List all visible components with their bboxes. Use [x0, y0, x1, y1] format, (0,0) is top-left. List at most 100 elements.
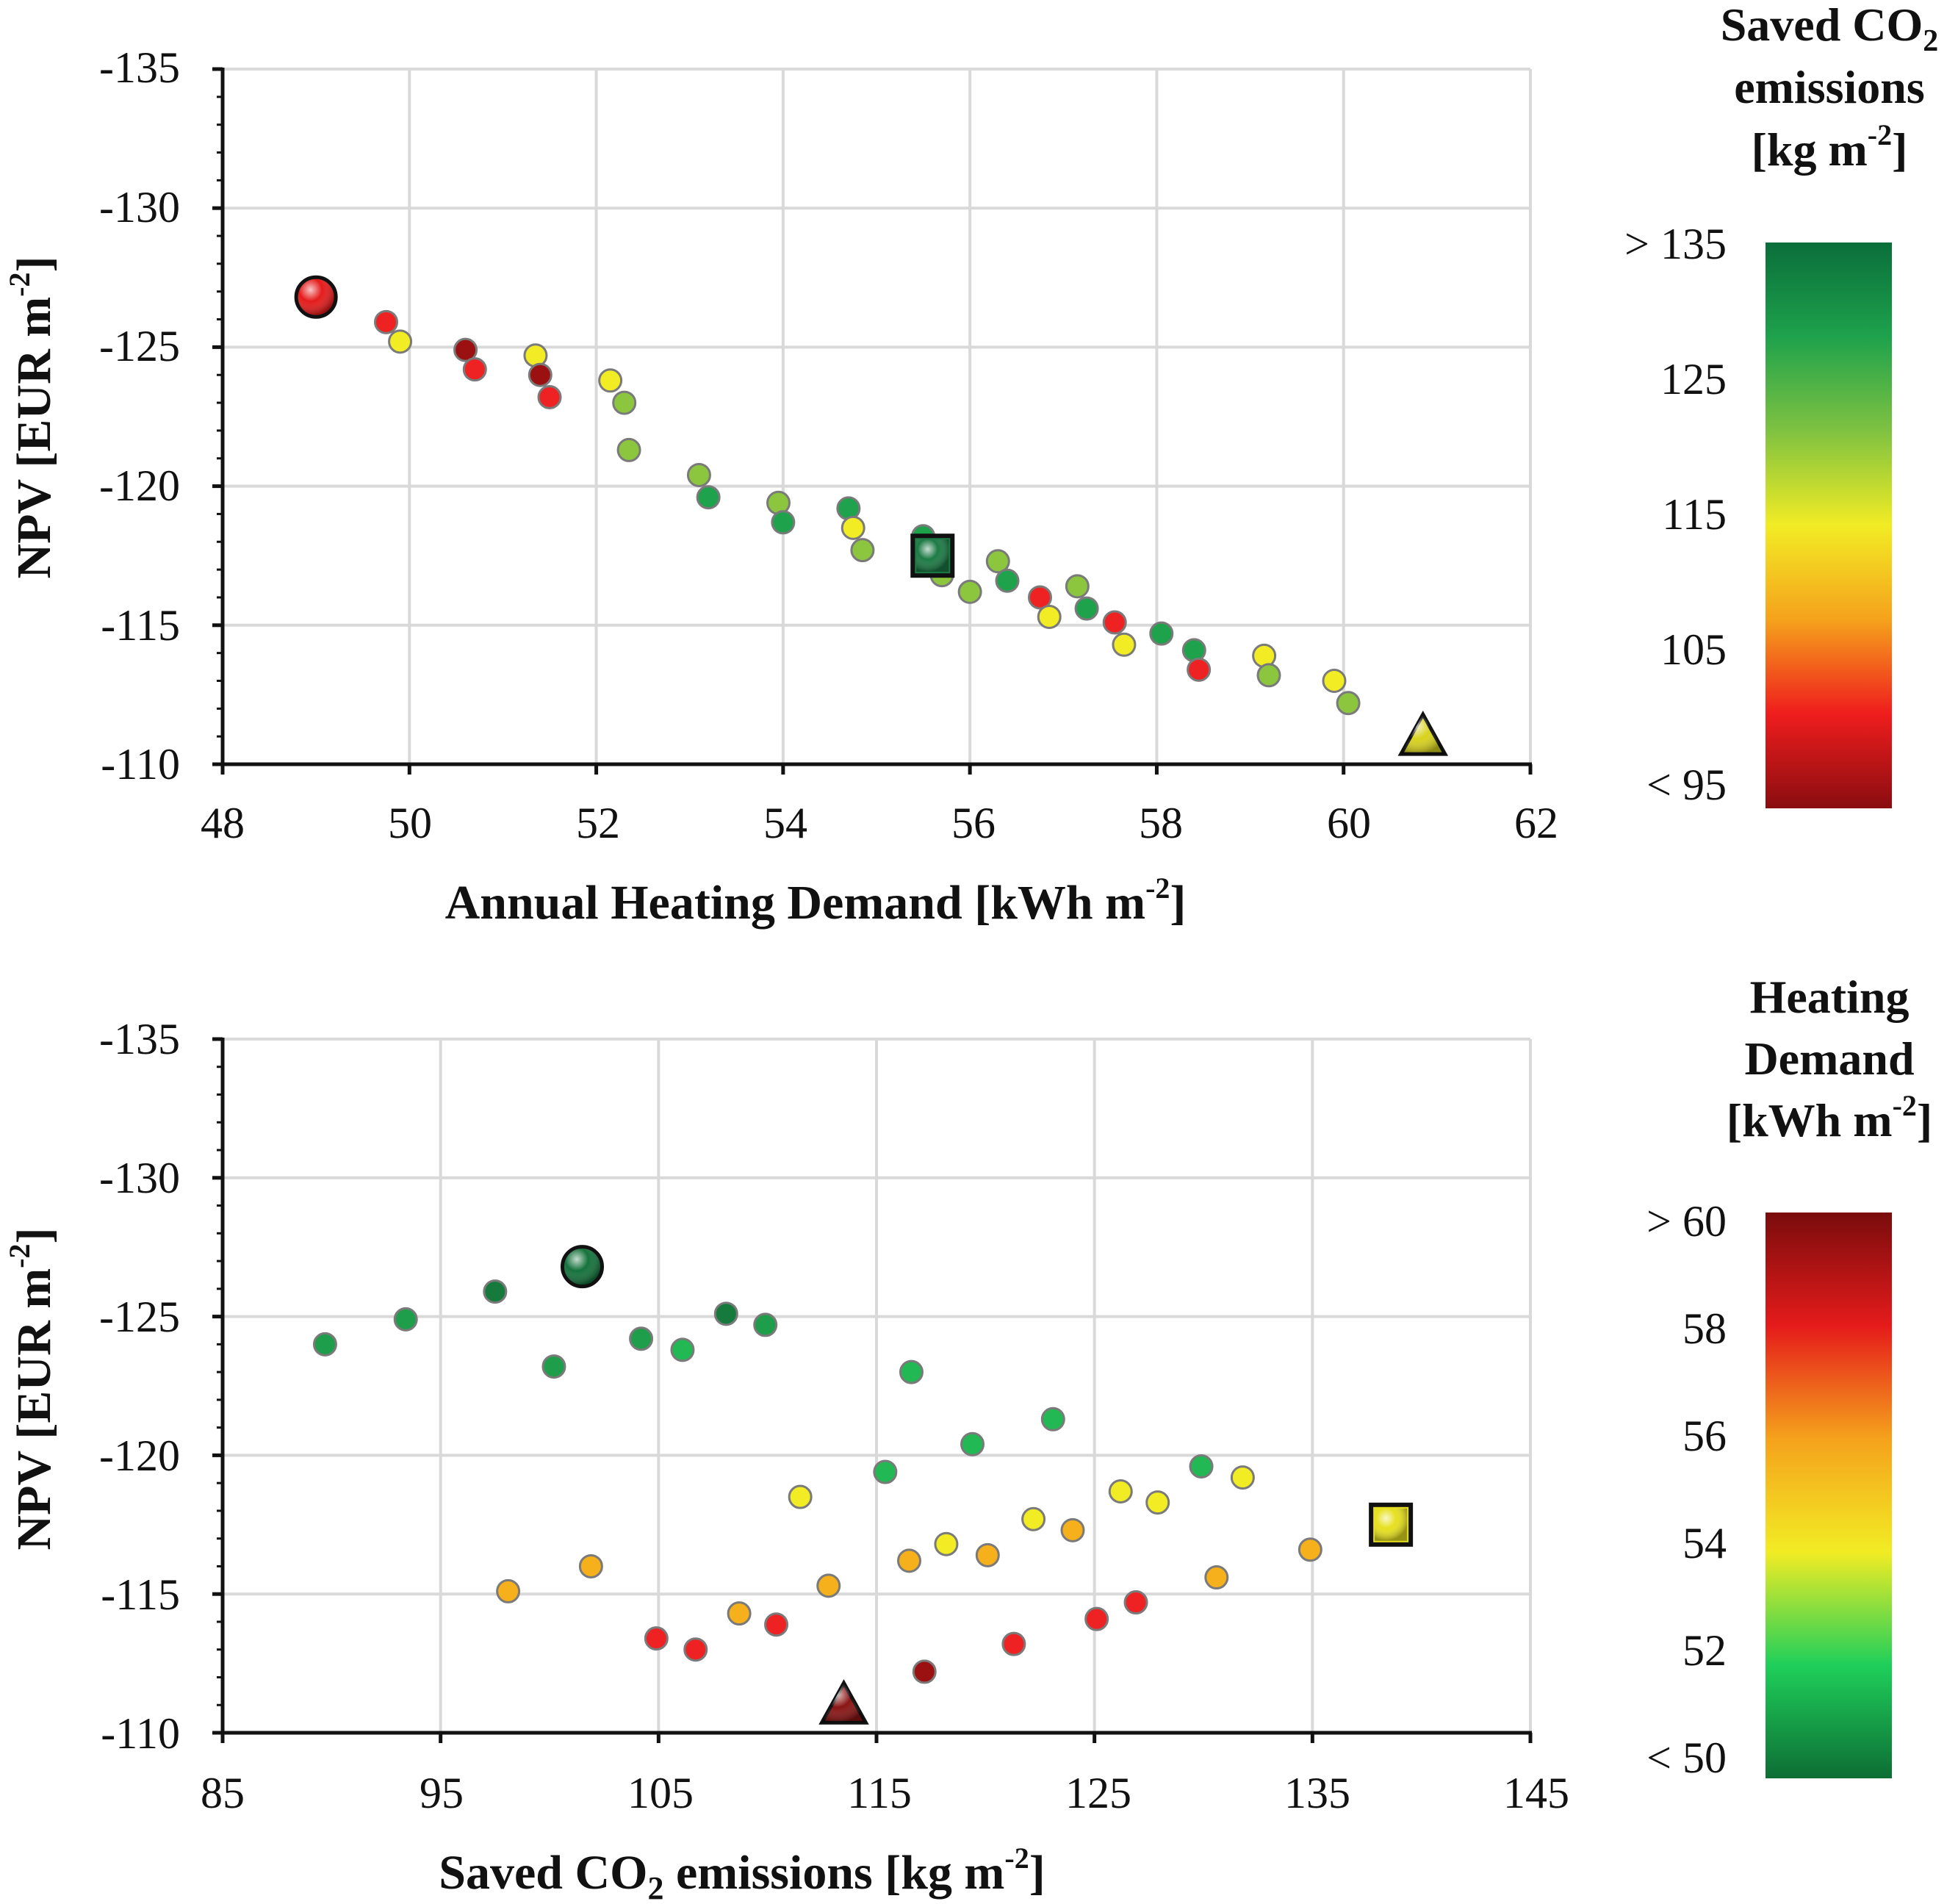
top-xtick-56: 56 — [951, 799, 996, 847]
bottom-point-3 — [541, 1354, 566, 1379]
bottom-point-34 — [912, 1659, 937, 1684]
top-point-14 — [836, 496, 861, 521]
top-xtick-60: 60 — [1327, 799, 1371, 847]
bottom-point-2 — [483, 1279, 508, 1304]
bottom-point-32 — [1001, 1631, 1026, 1656]
top-point-2 — [453, 337, 478, 362]
top-point-4 — [523, 343, 548, 368]
bottom-point-23 — [578, 1553, 603, 1578]
top-point-33 — [1322, 668, 1347, 693]
top-point-0 — [374, 309, 398, 334]
bottom-point-12 — [788, 1484, 813, 1509]
bottom-yticks: -135 -130 -125 -120 -115 -110 — [99, 1015, 180, 1758]
bottom-ytick--120: -120 — [99, 1431, 180, 1480]
bottom-ytick--135: -135 — [99, 1015, 180, 1063]
bottom-point-9 — [1040, 1407, 1065, 1431]
top-ytick--110: -110 — [101, 740, 180, 788]
bottom-point-4 — [629, 1326, 654, 1351]
top-point-30 — [1187, 657, 1212, 682]
bottom-point-27 — [1123, 1590, 1148, 1615]
top-ylabel: NPV [EUR m-2] — [3, 256, 61, 578]
top-xtick-48: 48 — [201, 799, 245, 847]
bottom-xtick-145: 145 — [1503, 1769, 1569, 1817]
top-ytick--115: -115 — [101, 601, 180, 650]
bottom-cb-label-2: 56 — [1682, 1412, 1727, 1460]
top-point-3 — [462, 357, 487, 382]
top-cb-label-2: 115 — [1662, 490, 1727, 539]
top-point-16 — [850, 538, 875, 563]
bottom-ytick--110: -110 — [101, 1709, 180, 1758]
bottom-point-6 — [713, 1301, 738, 1326]
bottom-highlight-square-shine — [1375, 1508, 1408, 1541]
bottom-point-17 — [1021, 1506, 1046, 1531]
top-cb-title-2: emissions — [1734, 61, 1925, 113]
bottom-point-5 — [670, 1337, 695, 1362]
bottom-point-1 — [393, 1307, 418, 1332]
bottom-point-10 — [960, 1431, 985, 1456]
top-cb-label-1: 125 — [1660, 355, 1727, 403]
bottom-point-11 — [873, 1459, 898, 1484]
bottom-point-30 — [764, 1612, 789, 1637]
bottom-point-14 — [1230, 1465, 1255, 1490]
bottom-point-18 — [1060, 1517, 1085, 1542]
top-points — [374, 309, 1361, 716]
top-point-25 — [1074, 596, 1099, 621]
bottom-point-8 — [899, 1359, 924, 1384]
bottom-cb-label-4: 52 — [1682, 1626, 1727, 1675]
bottom-point-26 — [496, 1578, 521, 1603]
top-point-32 — [1256, 663, 1281, 688]
top-point-12 — [766, 490, 791, 515]
top-point-5 — [528, 362, 553, 387]
top-grid — [221, 68, 1532, 766]
bottom-cb-label-3: 54 — [1682, 1519, 1727, 1567]
top-highlight-triangle-shine — [1400, 714, 1445, 755]
bottom-point-15 — [1108, 1479, 1133, 1504]
top-ytick--130: -130 — [99, 183, 180, 231]
top-ytick--120: -120 — [99, 461, 180, 510]
bottom-ytick--130: -130 — [99, 1154, 180, 1202]
bottom-points — [312, 1279, 1322, 1684]
bottom-point-31 — [644, 1626, 669, 1651]
top-cb-label-3: 105 — [1660, 625, 1727, 674]
bottom-point-25 — [816, 1573, 841, 1598]
top-point-15 — [841, 515, 865, 540]
top-xtick-54: 54 — [763, 799, 807, 847]
top-point-26 — [1102, 610, 1127, 635]
top-point-19 — [957, 579, 982, 604]
top-colorbar-bar — [1766, 243, 1892, 808]
bottom-cb-label-0: > 60 — [1646, 1197, 1727, 1246]
bottom-point-24 — [1204, 1565, 1229, 1590]
bottom-colorbar-bar — [1766, 1213, 1892, 1778]
top-xtick-58: 58 — [1139, 799, 1183, 847]
top-colorbar: Saved CO2 emissions [kg m-2] > 135 125 1… — [1624, 0, 1938, 809]
top-xticks: 48 50 52 54 56 58 60 62 — [201, 799, 1558, 847]
top-point-21 — [995, 568, 1020, 593]
top-highlights — [294, 275, 1449, 756]
top-point-9 — [616, 437, 641, 462]
bottom-xtick-125: 125 — [1065, 1769, 1131, 1817]
bottom-highlight-triangle-shine — [821, 1683, 866, 1723]
top-ytick--125: -125 — [99, 322, 180, 370]
top-chart: 48 50 52 54 56 58 60 62 -135 -130 -125 -… — [3, 43, 1558, 930]
top-point-27 — [1112, 632, 1137, 657]
top-axes — [212, 67, 1533, 775]
bottom-xtick-115: 115 — [847, 1769, 912, 1817]
bottom-point-19 — [934, 1531, 959, 1556]
top-point-22 — [1028, 585, 1052, 610]
top-point-24 — [1065, 574, 1090, 599]
top-point-31 — [1252, 643, 1277, 668]
top-highlight-square-shine — [916, 539, 949, 572]
top-cb-title-3: [kg m-2] — [1752, 118, 1908, 176]
bottom-point-33 — [683, 1637, 708, 1662]
top-point-6 — [537, 385, 562, 410]
bottom-highlights — [561, 1245, 1414, 1725]
top-point-28 — [1149, 621, 1174, 646]
bottom-xticks: 85 95 105 115 125 135 145 — [201, 1769, 1569, 1817]
bottom-cb-label-1: 58 — [1682, 1304, 1727, 1353]
top-xlabel: Annual Heating Demand [kWh m-2] — [445, 872, 1187, 930]
bottom-ylabel: NPV [EUR m-2] — [3, 1227, 61, 1550]
bottom-cb-title-1: Heating — [1750, 971, 1910, 1023]
bottom-xtick-105: 105 — [627, 1769, 694, 1817]
bottom-ytick--125: -125 — [99, 1293, 180, 1341]
